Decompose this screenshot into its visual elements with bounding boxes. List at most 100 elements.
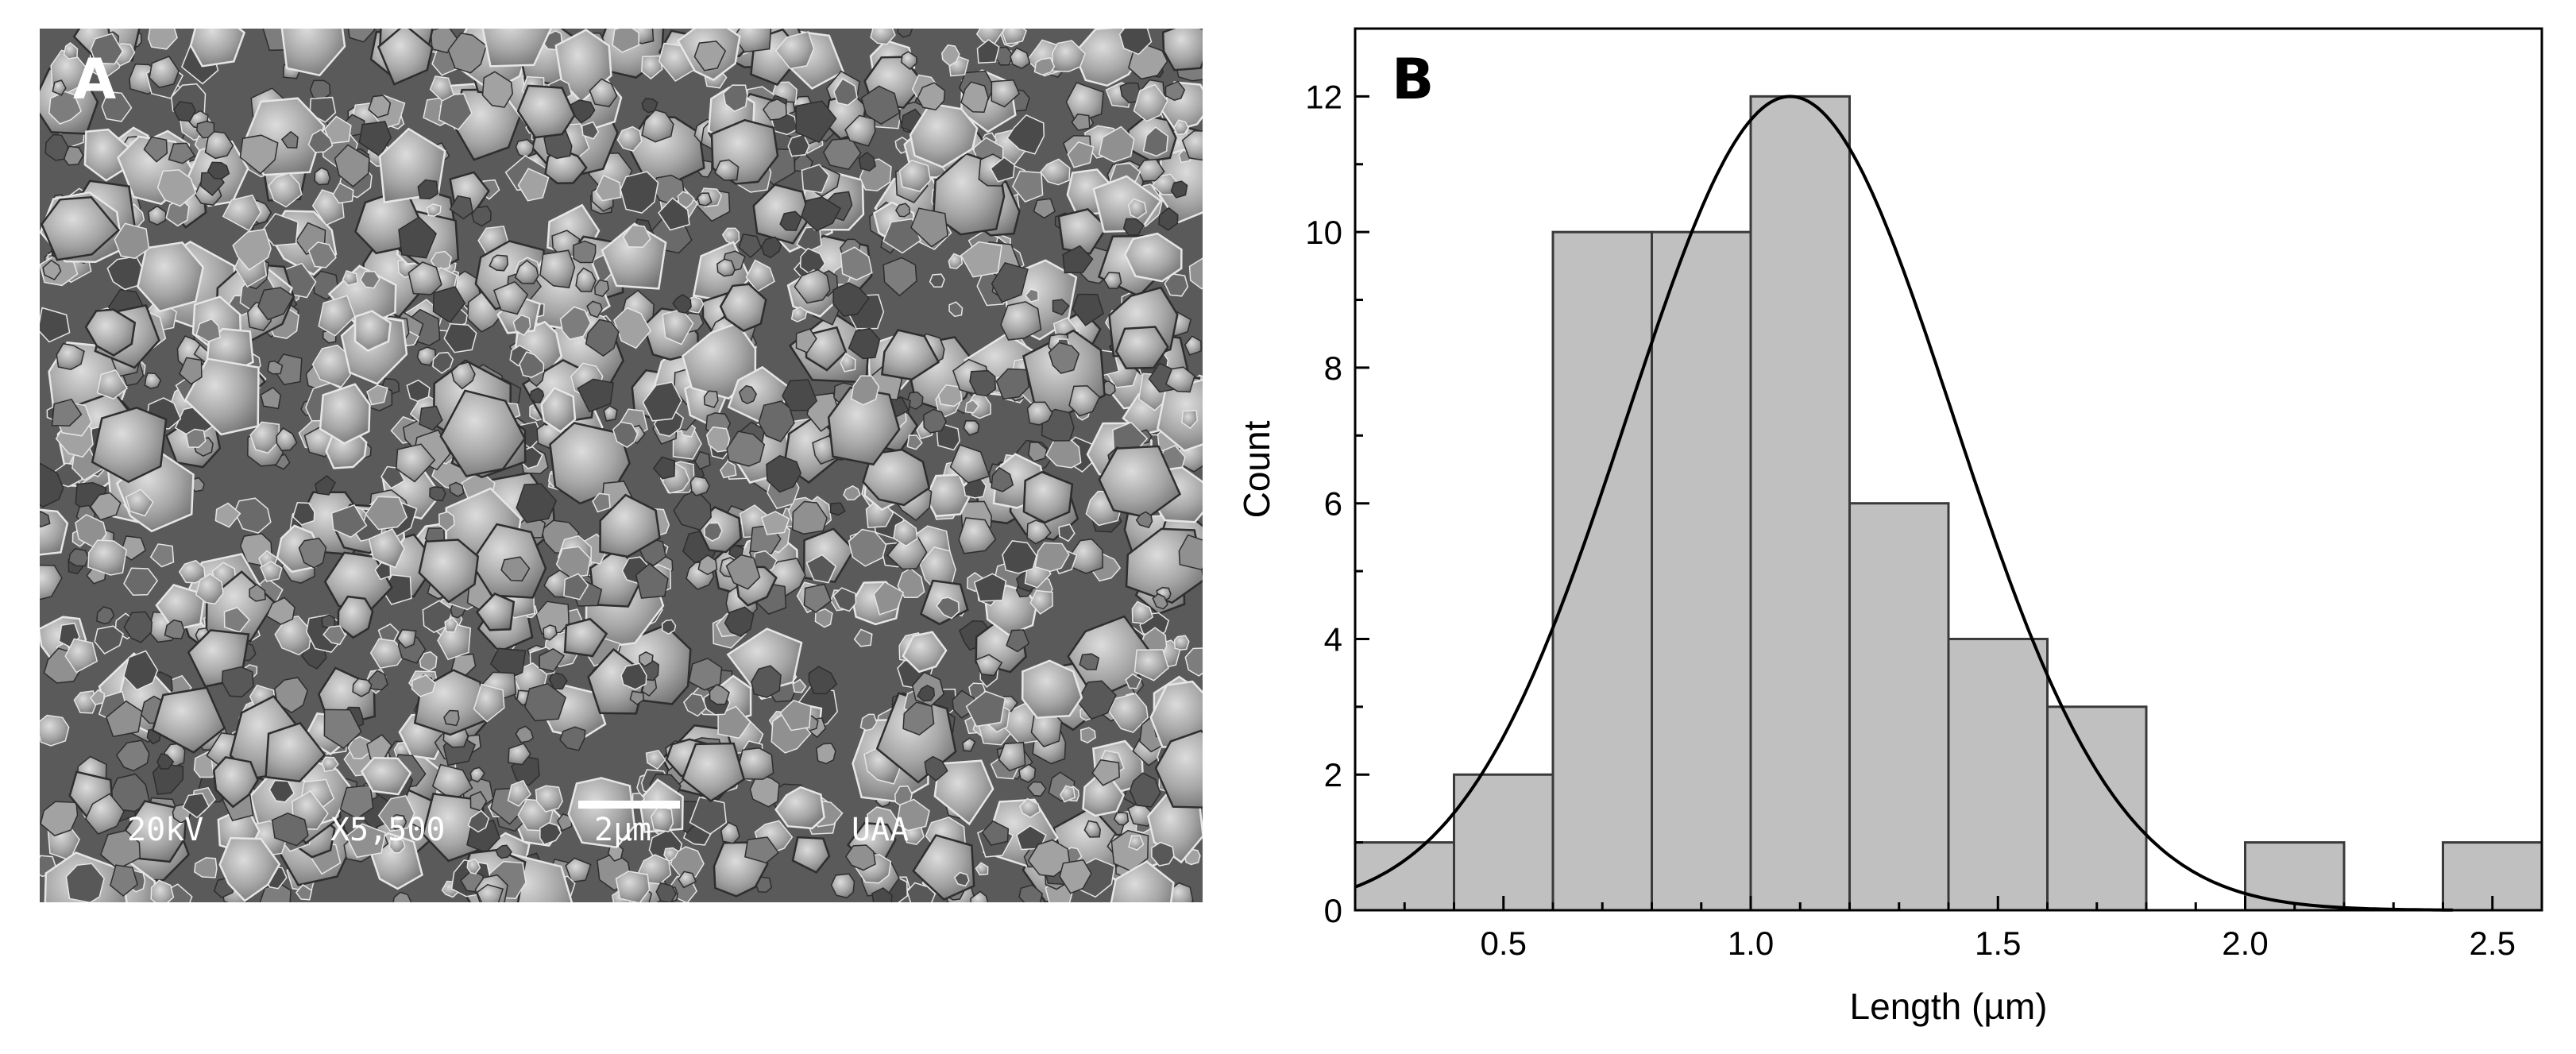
sem-grain bbox=[392, 891, 412, 902]
sem-grain bbox=[893, 519, 918, 547]
sem-grain bbox=[761, 236, 782, 259]
sem-grain bbox=[1059, 859, 1092, 894]
sem-grain bbox=[862, 448, 931, 507]
sem-grain bbox=[418, 539, 480, 604]
sem-grain bbox=[1127, 198, 1147, 219]
sem-grain bbox=[194, 857, 218, 878]
sem-grain bbox=[563, 573, 589, 600]
sem-grain bbox=[717, 705, 751, 739]
sem-grain bbox=[703, 522, 723, 542]
sem-grain bbox=[575, 267, 597, 292]
sem-grain bbox=[963, 420, 980, 436]
sem-grain bbox=[543, 624, 558, 641]
sem-grain bbox=[391, 814, 407, 830]
sem-grain bbox=[760, 511, 790, 535]
sem-scale-bar bbox=[578, 801, 680, 809]
sem-grain bbox=[705, 426, 731, 453]
x-axis-ticks: 0.5 1.0 1.5 2.0 2.5 bbox=[1403, 896, 2516, 962]
sem-grain bbox=[65, 863, 105, 902]
sem-grain bbox=[87, 539, 128, 576]
sem-grain bbox=[529, 387, 545, 403]
sem-grain bbox=[51, 398, 83, 427]
sem-grain bbox=[1072, 293, 1104, 326]
sem-grain bbox=[323, 551, 393, 610]
sem-grain bbox=[620, 662, 647, 690]
sem-grain bbox=[110, 864, 138, 897]
sem-grain bbox=[137, 241, 205, 313]
sem-grain bbox=[725, 554, 761, 590]
sem-grain bbox=[1024, 288, 1039, 303]
sem-grain bbox=[616, 125, 643, 152]
sem-grain bbox=[697, 192, 713, 207]
sem-grain bbox=[848, 528, 887, 567]
histogram-bar-4 bbox=[1749, 95, 1851, 912]
sem-grain bbox=[975, 862, 989, 876]
sem-grain bbox=[120, 535, 147, 561]
sem-grain bbox=[1178, 534, 1203, 571]
sem-grain bbox=[40, 462, 64, 508]
sem-grain bbox=[896, 798, 930, 832]
sem-grain bbox=[1173, 119, 1189, 136]
sem-grain bbox=[1133, 83, 1168, 122]
sem-grain bbox=[164, 619, 185, 639]
sem-grain bbox=[539, 249, 576, 289]
sem-grain bbox=[539, 648, 566, 673]
sem-grain bbox=[149, 55, 180, 89]
sem-grain bbox=[1125, 673, 1142, 689]
sem-grain bbox=[941, 44, 960, 67]
sem-grain bbox=[476, 883, 504, 902]
sem-grain bbox=[595, 174, 622, 202]
sem-grain bbox=[1006, 114, 1045, 155]
sem-grain bbox=[475, 593, 516, 631]
sem-grain bbox=[500, 556, 531, 582]
sem-grain bbox=[380, 465, 406, 489]
sem-grain bbox=[514, 259, 539, 284]
sem-grain bbox=[581, 121, 600, 140]
sem-grain bbox=[148, 205, 167, 226]
sem-grain bbox=[762, 98, 787, 121]
histogram-bar-9 bbox=[2244, 841, 2346, 912]
sem-grain bbox=[447, 32, 488, 74]
sem-grain bbox=[419, 651, 438, 672]
sem-grain bbox=[1028, 441, 1048, 462]
sem-grain bbox=[1000, 301, 1042, 341]
sem-grain bbox=[417, 179, 439, 200]
sem-grain bbox=[1154, 729, 1203, 809]
sem-grain bbox=[1118, 29, 1153, 56]
sem-grain bbox=[953, 871, 970, 887]
sem-grain bbox=[829, 502, 846, 516]
histogram-bar-3 bbox=[1651, 230, 1752, 912]
sem-grain bbox=[274, 616, 312, 656]
sem-grain bbox=[726, 430, 766, 467]
sem-grain bbox=[368, 95, 392, 118]
sem-grain bbox=[360, 756, 412, 796]
sem-grain bbox=[222, 194, 262, 232]
sem-grain bbox=[156, 169, 197, 207]
sem-grain bbox=[661, 619, 677, 635]
sem-grain bbox=[858, 151, 876, 172]
sem-grain bbox=[1048, 342, 1080, 374]
sem-grain bbox=[1131, 600, 1153, 624]
sem-grain bbox=[814, 608, 833, 628]
sem-grain bbox=[481, 71, 514, 108]
sem-grain bbox=[398, 216, 437, 259]
sem-grain bbox=[430, 250, 453, 270]
sem-grain bbox=[881, 329, 940, 381]
sem-grain bbox=[1103, 272, 1122, 290]
sem-grain bbox=[832, 282, 870, 317]
sem-grain bbox=[44, 133, 69, 161]
sem-grain bbox=[292, 502, 315, 526]
sem-grain bbox=[1114, 326, 1169, 369]
sem-grain bbox=[1068, 384, 1101, 417]
sem-grain bbox=[681, 742, 746, 803]
histogram-bars bbox=[1354, 95, 2543, 912]
sem-grain bbox=[697, 554, 718, 576]
sem-grain bbox=[318, 295, 356, 337]
sem-grain bbox=[339, 784, 374, 820]
sem-grain bbox=[673, 489, 712, 531]
sem-grain bbox=[1188, 257, 1203, 290]
sem-grain bbox=[559, 726, 586, 751]
y-tick-label: 4 bbox=[1324, 620, 1342, 658]
sem-grain bbox=[429, 75, 455, 102]
sem-grain bbox=[871, 887, 893, 902]
